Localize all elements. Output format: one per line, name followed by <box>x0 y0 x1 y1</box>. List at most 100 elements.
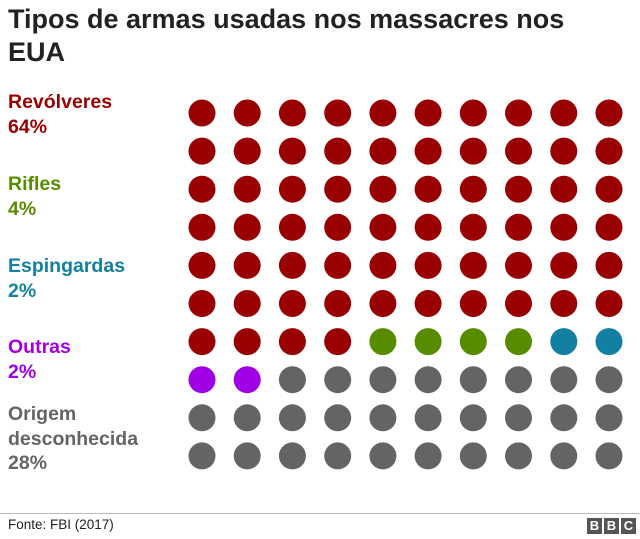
waffle-dot-revolveres <box>369 99 397 127</box>
waffle-dot-origem-desconhecida <box>324 442 352 470</box>
waffle-dot-origem-desconhecida <box>459 442 487 470</box>
legend-outras-value: 2% <box>8 360 37 383</box>
waffle-dot-rifles <box>505 328 532 356</box>
waffle-dot-revolveres <box>595 99 623 127</box>
chart-title: Tipos de armas usadas nos massacres nos … <box>8 4 565 67</box>
waffle-dot-revolveres <box>414 99 442 127</box>
waffle-dot-revolveres <box>595 137 623 165</box>
waffle-dot-revolveres <box>550 99 578 127</box>
legend-outras: Outras 2% <box>8 335 71 384</box>
waffle-dot-revolveres <box>278 328 306 356</box>
waffle-dot-origem-desconhecida <box>278 366 306 394</box>
waffle-dot-revolveres <box>324 137 352 165</box>
waffle-dot-revolveres <box>595 175 623 203</box>
waffle-dot-revolveres <box>188 251 216 279</box>
waffle-dot-revolveres <box>188 328 216 356</box>
waffle-dot-origem-desconhecida <box>369 442 397 470</box>
waffle-dot-revolveres <box>595 290 623 317</box>
waffle-dot-origem-desconhecida <box>505 366 532 394</box>
waffle-dot-espingardas <box>550 328 578 356</box>
waffle-dot-revolveres <box>233 137 261 165</box>
waffle-dot-origem-desconhecida <box>595 366 623 394</box>
waffle-dot-revolveres <box>188 137 216 165</box>
waffle-dot-revolveres <box>188 175 216 203</box>
waffle-dot-origem-desconhecida <box>595 442 623 470</box>
waffle-dot-origem-desconhecida <box>414 366 442 394</box>
waffle-dot-origem-desconhecida <box>505 442 532 470</box>
waffle-dot-revolveres <box>324 328 352 356</box>
waffle-dot-revolveres <box>459 290 487 317</box>
waffle-dot-outras <box>188 366 216 394</box>
waffle-dot-revolveres <box>459 137 487 165</box>
waffle-dot-revolveres <box>324 213 352 241</box>
waffle-dot-origem-desconhecida <box>459 404 487 432</box>
waffle-dot-revolveres <box>369 175 397 203</box>
bbc-logo: B B C <box>587 518 636 534</box>
legend-outras-name: Outras <box>8 336 71 358</box>
waffle-dot-revolveres <box>550 137 578 165</box>
legend-revolveres: Revólveres 64% <box>8 90 112 139</box>
waffle-dot-origem-desconhecida <box>550 404 578 432</box>
waffle-dot-revolveres <box>233 213 261 241</box>
waffle-dot-origem-desconhecida <box>369 404 397 432</box>
waffle-dot-revolveres <box>459 175 487 203</box>
waffle-dot-revolveres <box>595 251 623 279</box>
legend-origem-desconhecida: Origem desconhecida 28% <box>8 402 138 476</box>
waffle-dot-revolveres <box>550 175 578 203</box>
waffle-dot-revolveres <box>414 175 442 203</box>
legend-rifles-name: Rifles <box>8 173 62 195</box>
waffle-dot-revolveres <box>505 213 532 241</box>
bbc-logo-letter-1: B <box>587 518 602 534</box>
waffle-dot-revolveres <box>188 290 216 317</box>
waffle-dot-origem-desconhecida <box>414 404 442 432</box>
waffle-dot-rifles <box>414 328 442 356</box>
waffle-dot-origem-desconhecida <box>278 404 306 432</box>
waffle-dot-revolveres <box>324 290 352 317</box>
waffle-dot-revolveres <box>278 251 306 279</box>
waffle-dot-revolveres <box>505 251 532 279</box>
waffle-dot-revolveres <box>459 251 487 279</box>
waffle-dot-revolveres <box>233 251 261 279</box>
waffle-dot-origem-desconhecida <box>550 366 578 394</box>
waffle-dot-revolveres <box>595 213 623 241</box>
legend-origem-desconhecida-name-line2: desconhecida <box>8 427 139 450</box>
waffle-dot-origem-desconhecida <box>188 442 216 470</box>
legend-origem-desconhecida-name-line1: Origem <box>8 403 77 425</box>
waffle-dot-revolveres <box>369 213 397 241</box>
waffle-dot-origem-desconhecida <box>233 442 261 470</box>
waffle-dot-revolveres <box>505 175 532 203</box>
waffle-dot-revolveres <box>414 290 442 317</box>
waffle-dot-origem-desconhecida <box>459 366 487 394</box>
waffle-dot-revolveres <box>278 137 306 165</box>
waffle-dot-origem-desconhecida <box>369 366 397 394</box>
legend-origem-desconhecida-value: 28% <box>8 452 48 474</box>
waffle-dot-revolveres <box>233 99 261 127</box>
bbc-logo-letter-3: C <box>621 518 636 534</box>
waffle-dot-outras <box>233 366 261 394</box>
waffle-dot-revolveres <box>188 99 216 127</box>
waffle-dot-revolveres <box>324 175 352 203</box>
waffle-dot-origem-desconhecida <box>278 442 306 470</box>
waffle-dot-revolveres <box>550 213 578 241</box>
waffle-dot-revolveres <box>550 251 578 279</box>
bbc-logo-letter-2: B <box>604 518 619 534</box>
source-note: Fonte: FBI (2017) <box>8 517 114 532</box>
waffle-dot-rifles <box>459 328 487 356</box>
waffle-dot-revolveres <box>278 290 306 317</box>
waffle-dot-origem-desconhecida <box>324 366 352 394</box>
waffle-dot-origem-desconhecida <box>414 442 442 470</box>
waffle-dot-origem-desconhecida <box>233 404 261 432</box>
legend-rifles-value: 4% <box>8 197 37 220</box>
legend-rifles: Rifles 4% <box>8 172 61 221</box>
waffle-dot-revolveres <box>188 213 216 241</box>
waffle-dot-revolveres <box>233 175 261 203</box>
waffle-dot-revolveres <box>505 290 532 317</box>
waffle-dot-revolveres <box>324 251 352 279</box>
waffle-dot-revolveres <box>278 213 306 241</box>
waffle-dot-revolveres <box>324 99 352 127</box>
waffle-dot-revolveres <box>233 328 261 356</box>
waffle-dot-rifles <box>369 328 397 356</box>
waffle-dot-revolveres <box>550 290 578 317</box>
waffle-dot-revolveres <box>505 137 532 165</box>
